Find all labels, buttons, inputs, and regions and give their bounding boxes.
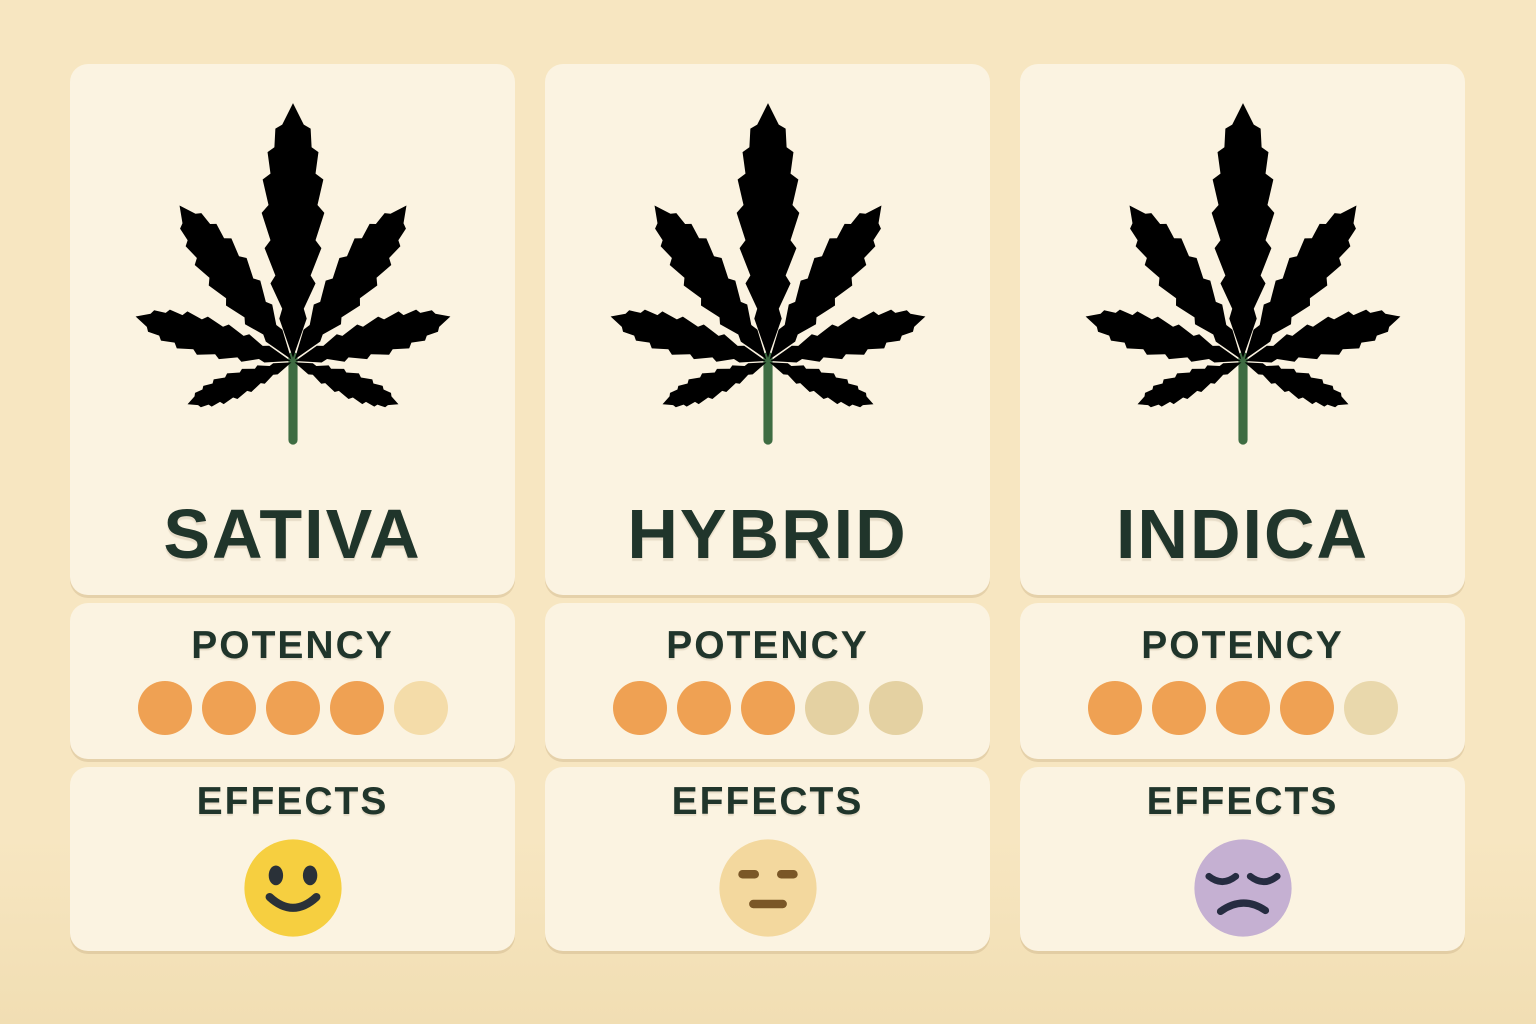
potency-dots bbox=[137, 680, 448, 735]
effects-label: EFFECTS bbox=[1146, 780, 1339, 823]
sativa-effects-card: EFFECTS bbox=[70, 767, 515, 951]
potency-label: POTENCY bbox=[1141, 624, 1344, 667]
potency-dot bbox=[740, 680, 795, 735]
strain-column-indica: INDICA POTENCY EFFECTS bbox=[1020, 64, 1465, 1024]
potency-dot bbox=[868, 680, 923, 735]
potency-dot bbox=[329, 680, 384, 735]
potency-dot bbox=[393, 680, 448, 735]
indica-strain-card: INDICA bbox=[1020, 64, 1465, 595]
cannabis-leaf-icon bbox=[595, 94, 941, 457]
potency-label: POTENCY bbox=[191, 624, 394, 667]
sleepy-face-icon bbox=[1193, 839, 1292, 937]
potency-dot bbox=[1279, 680, 1334, 735]
potency-dots bbox=[612, 680, 923, 735]
strain-title-indica: INDICA bbox=[1115, 494, 1370, 573]
effects-label: EFFECTS bbox=[671, 780, 864, 823]
potency-dot bbox=[1151, 680, 1206, 735]
strain-title-sativa: SATIVA bbox=[163, 494, 422, 573]
potency-dot bbox=[201, 680, 256, 735]
strain-title-hybrid: HYBRID bbox=[627, 494, 908, 573]
potency-dot bbox=[1343, 680, 1398, 735]
cannabis-leaf-icon bbox=[1070, 94, 1416, 457]
sativa-potency-card: POTENCY bbox=[70, 603, 515, 759]
indica-potency-card: POTENCY bbox=[1020, 603, 1465, 759]
hybrid-effects-card: EFFECTS bbox=[545, 767, 990, 951]
sativa-strain-card: SATIVA bbox=[70, 64, 515, 595]
effects-label: EFFECTS bbox=[196, 780, 389, 823]
strain-column-hybrid: HYBRID POTENCY EFFECTS bbox=[545, 64, 990, 1024]
neutral-face-icon bbox=[718, 839, 817, 937]
strain-column-sativa: SATIVA POTENCY EFFECTS bbox=[70, 64, 515, 1024]
potency-dot bbox=[612, 680, 667, 735]
hybrid-strain-card: HYBRID bbox=[545, 64, 990, 595]
hybrid-potency-card: POTENCY bbox=[545, 603, 990, 759]
potency-label: POTENCY bbox=[666, 624, 869, 667]
happy-face-icon bbox=[243, 839, 342, 937]
indica-effects-card: EFFECTS bbox=[1020, 767, 1465, 951]
cannabis-leaf-icon bbox=[120, 94, 466, 457]
potency-dot bbox=[265, 680, 320, 735]
potency-dot bbox=[676, 680, 731, 735]
potency-dots bbox=[1087, 680, 1398, 735]
potency-dot bbox=[137, 680, 192, 735]
potency-dot bbox=[1087, 680, 1142, 735]
potency-dot bbox=[1215, 680, 1270, 735]
potency-dot bbox=[804, 680, 859, 735]
